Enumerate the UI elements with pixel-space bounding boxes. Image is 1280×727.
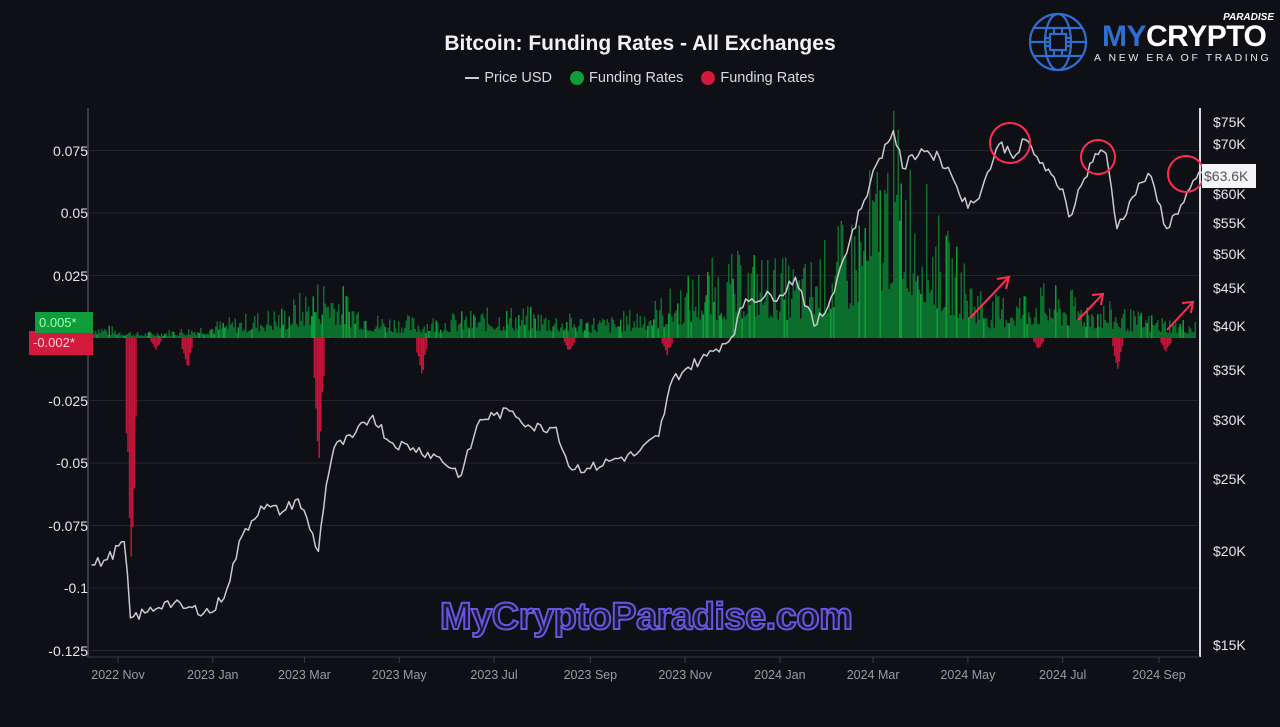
- right-axis-tick-label: $20K: [1213, 543, 1246, 560]
- legend-label: Funding Rates: [589, 70, 684, 86]
- green-dot-icon: [570, 71, 585, 85]
- annotation-circle: [989, 122, 1031, 164]
- logo-brand-my: MY: [1102, 20, 1147, 53]
- x-axis-tick-label: 2024 Jul: [1039, 668, 1087, 682]
- left-axis-tick-label: -0.075: [48, 517, 88, 534]
- current-price-badge: $63.6K: [1202, 164, 1256, 188]
- x-axis-tick-label: 2024 Mar: [846, 668, 900, 682]
- right-axis-tick-label: $55K: [1213, 214, 1246, 231]
- legend-label: Price USD: [484, 70, 553, 86]
- x-axis-tick-label: 2023 Mar: [278, 668, 331, 682]
- annotation-arrow-icon: [1166, 300, 1195, 331]
- legend-item-funding-negative[interactable]: Funding Rates: [701, 70, 815, 86]
- annotation-circle: [1080, 139, 1116, 175]
- right-axis-tick-label: $75K: [1213, 113, 1246, 130]
- left-axis-tick-label: -0.025: [48, 392, 88, 409]
- watermark-text: MyCryptoParadise.com: [439, 595, 854, 639]
- red-dot-icon: [701, 71, 716, 85]
- annotation-arrow-icon: [969, 275, 1011, 319]
- right-axis-tick-label: $40K: [1213, 318, 1246, 335]
- right-axis-tick-label: $70K: [1213, 136, 1246, 153]
- right-axis-tick-label: $15K: [1213, 636, 1246, 653]
- x-axis-tick-label: 2023 Jan: [187, 668, 239, 682]
- right-axis-tick-label: $35K: [1213, 361, 1246, 378]
- chart-legend: Price USD Funding Rates Funding Rates: [0, 70, 1280, 86]
- x-axis-tick-label: 2023 Jul: [470, 668, 518, 682]
- chart-title: Bitcoin: Funding Rates - All Exchanges: [444, 32, 836, 55]
- brand-logo: PARADISE MYCRYPTO A NEW ERA OF TRADING: [1026, 10, 1276, 74]
- x-axis-tick-label: 2023 Nov: [658, 668, 712, 682]
- right-axis-tick-label: $30K: [1213, 411, 1246, 428]
- line-swatch-icon: [465, 77, 480, 79]
- right-axis-tick-label: $45K: [1213, 279, 1246, 296]
- left-axis-tick-label: 0.075: [52, 142, 88, 159]
- x-axis-tick-label: 2024 Jan: [754, 668, 806, 682]
- left-axis-tick-label: -0.1: [63, 580, 88, 596]
- annotation-arrow-icon: [1077, 292, 1105, 321]
- logo-brand: MYCRYPTO: [1102, 20, 1267, 54]
- left-axis-tick-label: -0.05: [56, 455, 88, 471]
- current-negative-funding-badge: -0.002*: [29, 331, 93, 355]
- legend-item-funding-positive[interactable]: Funding Rates: [570, 70, 683, 86]
- logo-tagline: A NEW ERA OF TRADING: [1094, 52, 1272, 64]
- logo-brand-crypto: CRYPTO: [1146, 20, 1267, 53]
- x-axis-tick-label: 2023 May: [371, 668, 427, 682]
- x-axis-tick-label: 2022 Nov: [91, 668, 145, 682]
- x-axis-tick-label: 2024 Sep: [1132, 668, 1186, 682]
- legend-label: Funding Rates: [720, 70, 815, 86]
- x-axis-tick-label: 2023 Sep: [563, 668, 618, 682]
- price-line: [91, 129, 1205, 620]
- gridlines: [90, 150, 1198, 651]
- left-axis-tick-label: 0.05: [60, 205, 88, 221]
- globe-chip-icon: [1028, 12, 1088, 72]
- left-axis-tick-label: 0.025: [52, 267, 88, 284]
- right-axis-tick-label: $60K: [1213, 186, 1246, 203]
- left-axis-tick-label: -0.125: [48, 642, 88, 659]
- x-axis-ticks: [117, 657, 1160, 663]
- legend-item-price[interactable]: Price USD: [465, 70, 552, 86]
- right-axis-tick-label: $25K: [1213, 470, 1246, 487]
- current-positive-funding-badge: 0.005*: [35, 312, 93, 333]
- right-axis-tick-label: $50K: [1213, 245, 1246, 262]
- funding-rate-bars: [92, 110, 1196, 557]
- x-axis-tick-label: 2024 May: [940, 668, 996, 682]
- annotations: [969, 122, 1205, 331]
- logo-paradise: PARADISE: [1223, 12, 1274, 23]
